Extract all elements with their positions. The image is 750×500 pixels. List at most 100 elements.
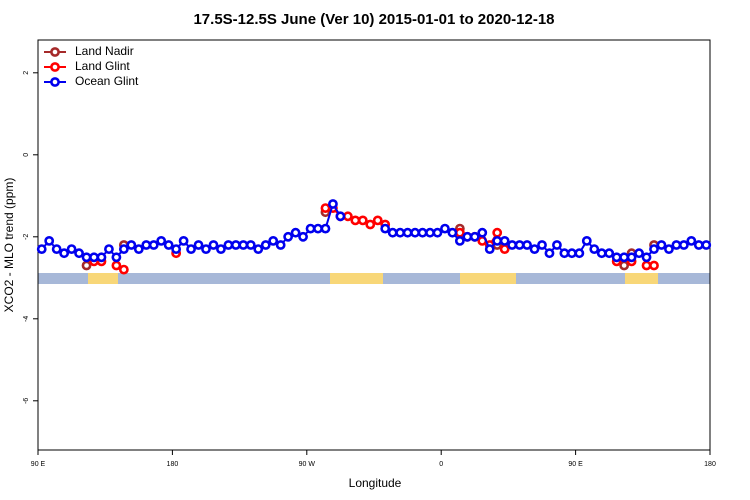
- legend-marker: [50, 62, 60, 72]
- data-point: [626, 252, 637, 263]
- data-point: [656, 240, 667, 250]
- data-point: [410, 227, 420, 238]
- y-tick-label: -6: [23, 398, 30, 404]
- data-point: [89, 252, 99, 263]
- data-point: [552, 240, 562, 250]
- data-point: [499, 244, 510, 254]
- data-point: [208, 240, 219, 250]
- data-point: [522, 240, 532, 250]
- data-point: [283, 231, 294, 242]
- data-point: [440, 223, 450, 234]
- data-point: [417, 227, 428, 238]
- data-point: [253, 244, 264, 254]
- data-point: [611, 252, 622, 263]
- data-point: [133, 244, 144, 254]
- data-point: [380, 223, 391, 234]
- y-tick-label: 0: [23, 153, 30, 157]
- data-point: [529, 244, 540, 254]
- data-point: [111, 260, 122, 271]
- data-point: [59, 248, 70, 259]
- data-point: [634, 248, 644, 259]
- data-point: [320, 203, 331, 213]
- data-point: [320, 223, 331, 234]
- data-point: [574, 248, 585, 259]
- legend-label: Land Glint: [75, 59, 130, 73]
- data-point: [462, 231, 473, 242]
- data-point: [163, 240, 174, 250]
- data-point: [230, 240, 241, 250]
- data-point: [641, 252, 652, 263]
- land-band: [330, 273, 383, 284]
- data-point: [678, 240, 689, 250]
- data-point: [51, 244, 62, 254]
- data-point: [141, 240, 152, 250]
- data-point: [402, 227, 413, 238]
- data-point: [693, 240, 704, 250]
- data-point: [290, 227, 301, 238]
- data-point: [260, 240, 271, 250]
- data-point: [298, 231, 308, 242]
- data-point: [335, 211, 346, 222]
- data-point: [223, 240, 234, 250]
- legend-label: Land Nadir: [75, 44, 134, 58]
- legend-marker: [50, 47, 60, 57]
- data-point: [178, 235, 189, 246]
- data-point: [156, 235, 167, 246]
- x-tick-label: 180: [704, 461, 716, 468]
- data-point: [193, 240, 204, 250]
- data-point: [447, 227, 458, 238]
- data-point: [641, 260, 652, 271]
- data-point: [649, 260, 659, 271]
- data-point: [589, 244, 600, 254]
- data-point: [268, 235, 279, 246]
- x-axis-label: Longitude: [349, 476, 402, 490]
- y-tick-label: -2: [23, 234, 30, 240]
- land-band: [460, 273, 516, 284]
- data-point: [387, 227, 398, 238]
- data-point: [566, 248, 577, 259]
- data-point: [111, 252, 122, 263]
- data-point: [275, 240, 286, 250]
- y-tick-label: -4: [23, 316, 30, 322]
- land-band: [625, 273, 658, 284]
- data-point: [96, 252, 107, 263]
- data-point: [499, 235, 510, 246]
- data-point: [81, 260, 92, 271]
- x-tick-label: 180: [167, 461, 179, 468]
- y-axis-label: XCO2 - MLO trend (ppm): [2, 178, 16, 313]
- data-point: [81, 252, 92, 263]
- data-point: [44, 235, 55, 246]
- data-point: [701, 240, 712, 250]
- data-point: [171, 244, 182, 254]
- data-point: [507, 240, 518, 250]
- data-point: [313, 223, 323, 234]
- data-point: [216, 244, 226, 254]
- data-point: [477, 227, 488, 238]
- data-point: [537, 240, 547, 250]
- data-point: [238, 240, 249, 250]
- data-point: [604, 248, 615, 259]
- chart-title: 17.5S-12.5S June (Ver 10) 2015-01-01 to …: [193, 11, 554, 28]
- data-point: [432, 227, 443, 238]
- data-point: [664, 244, 674, 254]
- data-point: [148, 240, 159, 250]
- land-band: [88, 273, 118, 284]
- data-point: [342, 211, 353, 222]
- x-tick-label: 90 E: [568, 461, 583, 468]
- data-point: [186, 244, 196, 254]
- data-point: [596, 248, 607, 259]
- data-point: [118, 244, 129, 254]
- data-point: [544, 248, 555, 259]
- data-point: [350, 215, 361, 226]
- data-point: [36, 244, 47, 254]
- data-point: [126, 240, 137, 250]
- data-point: [372, 215, 383, 226]
- data-point: [328, 199, 338, 209]
- data-point: [671, 240, 682, 250]
- data-point: [649, 244, 659, 254]
- x-tick-label: 90 W: [299, 461, 316, 468]
- data-point: [357, 215, 368, 226]
- data-point: [581, 235, 592, 246]
